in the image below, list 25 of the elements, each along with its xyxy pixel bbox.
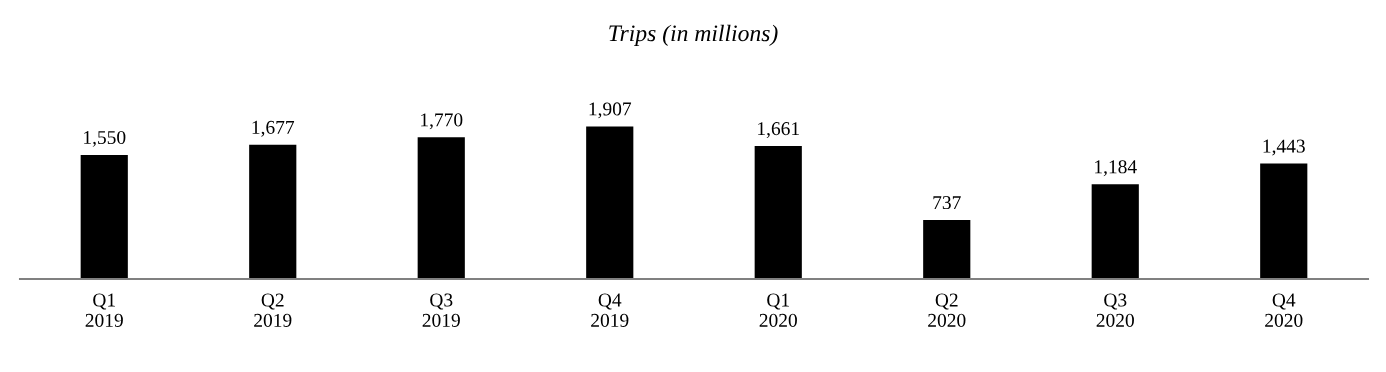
bar bbox=[249, 144, 297, 279]
x-tick-label: Q2 2020 bbox=[928, 293, 966, 327]
x-tick-label: Q3 2020 bbox=[1096, 293, 1134, 327]
data-label: 1,677 bbox=[252, 120, 295, 137]
bar bbox=[754, 146, 802, 279]
bar bbox=[417, 137, 465, 279]
x-tick-label: Q1 2019 bbox=[85, 293, 123, 327]
data-label: 1,184 bbox=[1095, 160, 1137, 177]
data-label: 1,550 bbox=[84, 130, 126, 147]
data-label: 1,443 bbox=[1263, 139, 1305, 156]
data-label: 1,661 bbox=[758, 122, 799, 138]
bar bbox=[80, 154, 128, 279]
bar bbox=[1091, 184, 1139, 279]
bar bbox=[923, 220, 971, 279]
data-label: 1,907 bbox=[589, 102, 632, 119]
x-tick-label: Q1 2020 bbox=[759, 293, 797, 327]
x-tick-label: Q4 2020 bbox=[1265, 293, 1303, 327]
bar bbox=[586, 126, 634, 279]
chart-title: Trips (in millions) bbox=[609, 24, 778, 47]
x-tick-label: Q2 2019 bbox=[254, 293, 292, 327]
x-tick-label: Q3 2019 bbox=[422, 293, 460, 327]
data-label: 737 bbox=[933, 196, 961, 210]
x-tick-label: Q4 2019 bbox=[591, 293, 629, 327]
bar bbox=[1260, 163, 1308, 279]
data-label: 1,770 bbox=[421, 113, 463, 130]
